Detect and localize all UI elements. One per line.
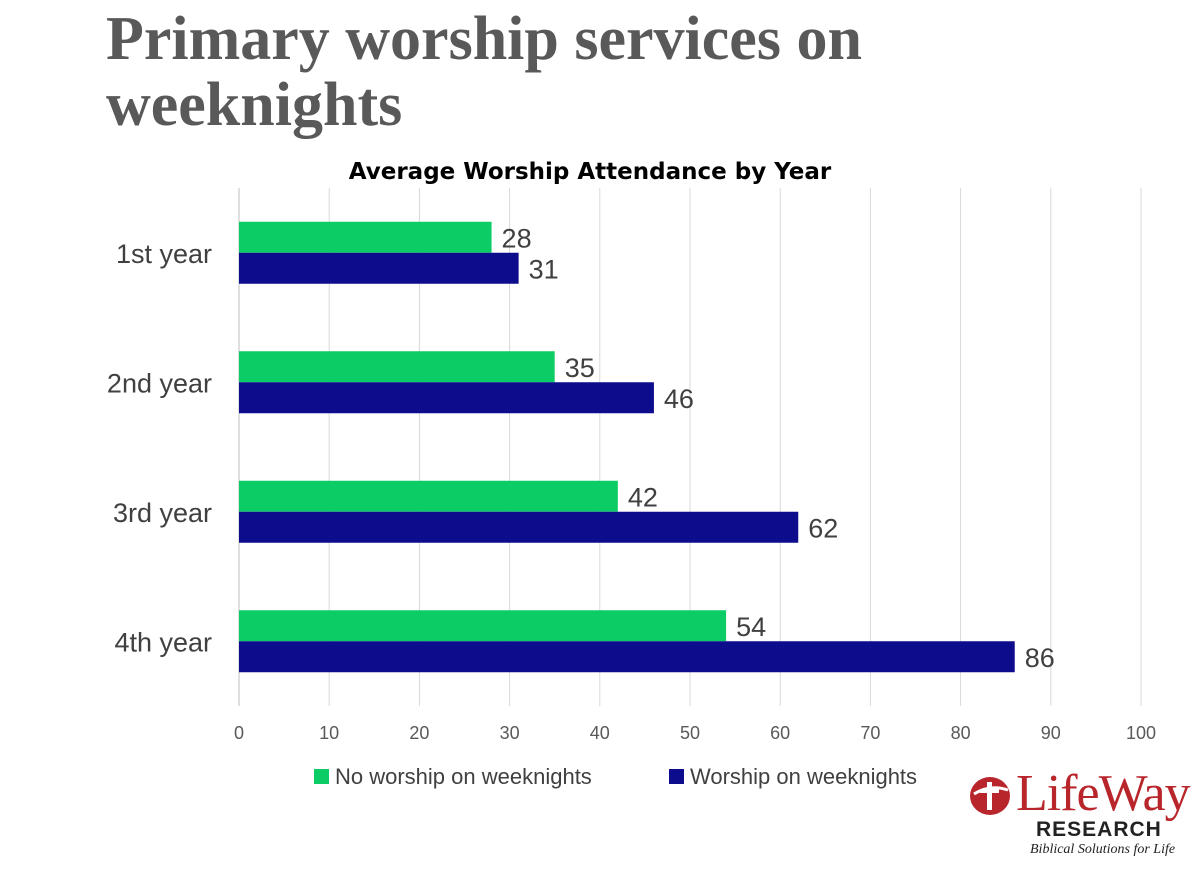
x-tick-label: 90	[1041, 723, 1061, 743]
x-tick-label: 50	[680, 723, 700, 743]
logo-wordmark: LifeWay	[1016, 765, 1191, 822]
x-tick-label: 70	[860, 723, 880, 743]
x-tick-label: 40	[590, 723, 610, 743]
lifeway-research-logo: LifeWay RESEARCH Biblical Solutions for …	[968, 765, 1191, 860]
chart-title: Average Worship Attendance by Year	[349, 159, 832, 185]
x-tick-label: 80	[951, 723, 971, 743]
category-label: 3rd year	[113, 498, 212, 528]
logo-research-text: RESEARCH	[1036, 818, 1162, 841]
x-tick-label: 20	[409, 723, 429, 743]
slide-title: Primary worship services on weeknights	[106, 5, 862, 139]
bar-weeknight	[239, 382, 654, 414]
legend-swatch	[669, 769, 684, 784]
data-label: 31	[529, 254, 559, 284]
bar-no-weeknight	[239, 351, 555, 383]
data-label: 54	[736, 612, 766, 642]
x-tick-label: 100	[1126, 723, 1156, 743]
data-label: 46	[664, 384, 694, 414]
bar-no-weeknight	[239, 610, 727, 642]
x-tick-label: 10	[319, 723, 339, 743]
category-label: 4th year	[114, 627, 212, 657]
logo-tagline: Biblical Solutions for Life	[1030, 842, 1176, 857]
category-label: 2nd year	[107, 368, 212, 398]
legend: No worship on weeknights Worship on weekn…	[314, 764, 917, 789]
data-label: 86	[1025, 643, 1055, 673]
bar-no-weeknight	[239, 480, 618, 512]
bars	[239, 221, 1015, 673]
data-label: 42	[628, 482, 658, 512]
x-tick-label: 0	[234, 723, 244, 743]
data-label: 28	[502, 223, 532, 253]
bar-weeknight	[239, 641, 1015, 673]
x-tick-label: 60	[770, 723, 790, 743]
bar-weeknight	[239, 252, 519, 284]
bar-no-weeknight	[239, 221, 492, 253]
data-label: 62	[808, 513, 838, 543]
category-label: 1st year	[116, 239, 212, 269]
cross-emblem-icon	[970, 777, 1010, 815]
bar-weeknight	[239, 511, 799, 543]
data-label: 35	[565, 353, 595, 383]
x-tick-label: 30	[500, 723, 520, 743]
legend-label: Worship on weeknights	[690, 764, 917, 789]
legend-label: No worship on weeknights	[335, 764, 592, 789]
legend-swatch	[314, 769, 329, 784]
